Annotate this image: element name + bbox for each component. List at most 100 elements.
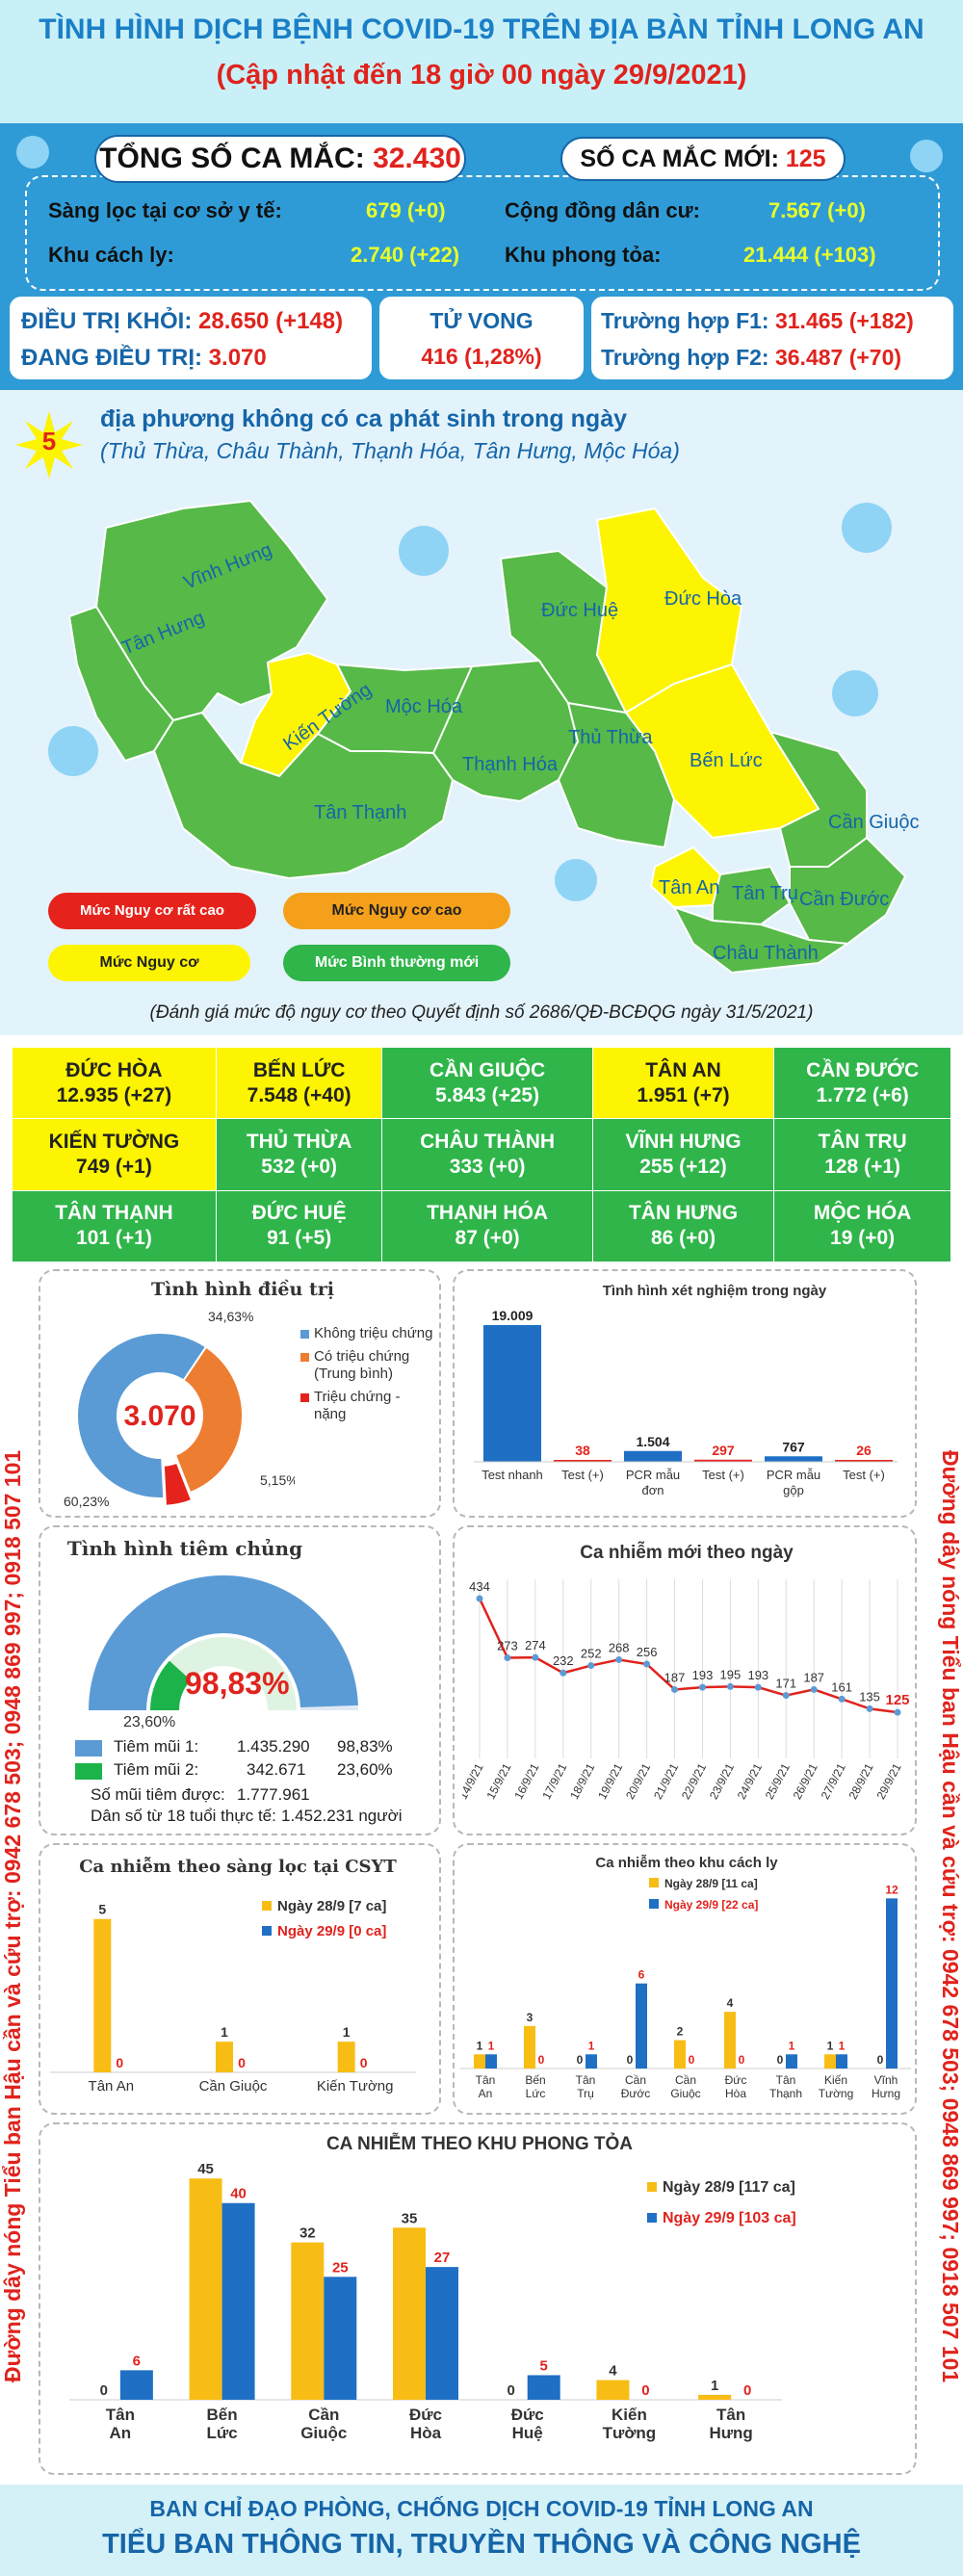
bar-value: 0	[116, 2055, 123, 2070]
donut-label: 34,63%	[208, 1309, 253, 1324]
bar-value: 1	[588, 2039, 595, 2052]
totals-box	[25, 175, 940, 291]
screening-panel: Ca nhiễm theo sàng lọc tại CSYT 5 0 Tân An…	[39, 1843, 441, 2115]
bar-value: 2	[677, 2025, 684, 2039]
summary-section: TỔNG SỐ CA MẮC: 32.430 SỐ CA MẮC MỚI: 12…	[0, 123, 963, 390]
bar-category-label: Bến	[207, 2406, 238, 2424]
legend-label: Ngày 28/9 [117 ca]	[663, 2179, 795, 2196]
bar-category-label: Trụ	[577, 2087, 594, 2100]
bar-category-label: Cần Giuộc	[199, 2078, 268, 2095]
district-name: ĐỨC HÒA	[65, 1058, 163, 1081]
district-name: KIẾN TƯỜNG	[48, 1130, 180, 1153]
donut-slice	[173, 1345, 244, 1495]
line-x-label: 21/9/21	[651, 1761, 681, 1802]
district-table: ĐỨC HÒA 12.935 (+27) BẾN LỨC 7.548 (+40) CẦN…	[12, 1046, 951, 1263]
bar	[216, 2042, 233, 2072]
footer-line2: TIỂU BAN THÔNG TIN, TRUYỀN THÔNG VÀ CÔNG…	[102, 2529, 861, 2560]
recovered-value: 28.650 (+148)	[198, 308, 344, 334]
bar-category-label: Hưng	[872, 2087, 900, 2100]
district-cell: TÂN TRỤ 128 (+1)	[773, 1118, 951, 1191]
bar-value: 6	[133, 2353, 141, 2369]
dose2-pct: 23,60%	[337, 1760, 393, 1779]
district-cell: THỦ THỪA 532 (+0)	[215, 1118, 383, 1191]
bar-category-label: Tân	[476, 2073, 496, 2087]
test-bar	[554, 1460, 612, 1462]
district-name: CẦN ĐƯỚC	[806, 1058, 920, 1081]
line-point	[698, 1683, 706, 1691]
district-count: 255 (+12)	[639, 1155, 727, 1178]
bar-value: 0	[508, 2382, 515, 2399]
line-x-label: 18/9/21	[567, 1761, 597, 1802]
district-cell: TÂN HƯNG 86 (+0)	[591, 1189, 775, 1263]
bar-category-label: Giuộc	[300, 2424, 347, 2442]
line-point	[866, 1704, 873, 1712]
bar-value: 0	[577, 2053, 584, 2067]
line-point	[560, 1669, 567, 1677]
district-name: CẦN GIUỘC	[429, 1058, 546, 1081]
bar-value: 6	[638, 1968, 645, 1982]
bar	[527, 2375, 560, 2400]
district-name: ĐỨC HUỆ	[251, 1202, 347, 1225]
district-count: 333 (+0)	[449, 1155, 526, 1178]
test-category-label: Test nhanh	[482, 1468, 543, 1482]
dose1-value: 1.435.290	[237, 1737, 310, 1756]
gauge-dose2-label: 23,60%	[123, 1714, 176, 1730]
f2-label: Trường hợp F2:	[601, 345, 769, 370]
test-bar-value: 26	[856, 1443, 872, 1458]
bar-category-label: An	[479, 2087, 493, 2100]
map-label-thu-thua: Thủ Thừa	[568, 727, 653, 748]
legend-label: Ngày 29/9 [0 ca]	[277, 1923, 386, 1939]
header: TÌNH HÌNH DỊCH BỆNH COVID-19 TRÊN ĐỊA BÀ…	[0, 0, 963, 123]
line-x-label: 23/9/21	[707, 1761, 737, 1802]
death-value: 416 (1,28%)	[421, 344, 542, 369]
treatment-legend: Không triệu chứng Có triệu chứng (Trung …	[300, 1325, 435, 1423]
screening-label: Sàng lọc tại cơ sở y tế:	[48, 198, 282, 222]
map-label-tan-tru: Tân Trụ	[732, 883, 798, 904]
bar	[474, 2054, 485, 2069]
district-count: 12.935 (+27)	[56, 1083, 172, 1106]
line-point	[532, 1653, 539, 1661]
line-point	[754, 1683, 762, 1691]
bar-value: 1	[343, 2024, 351, 2040]
dose2-label: Tiêm mũi 2:	[114, 1760, 199, 1779]
no-case-text: địa phương không có ca phát sinh trong n…	[100, 405, 627, 432]
bar	[291, 2242, 325, 2400]
district-name: MỘC HÓA	[813, 1202, 912, 1225]
gauge-dose2-arc	[150, 1660, 192, 1710]
table-row: KIẾN TƯỜNG 749 (+1) THỦ THỪA 532 (+0) CHÂU T…	[12, 1118, 951, 1191]
test-category-label: Test (+)	[843, 1468, 885, 1482]
community-label: Cộng đồng dân cư:	[505, 198, 700, 222]
contacts-box: Trường hợp F1: 31.465 (+182) Trường hợp …	[591, 297, 953, 379]
bar-value: 32	[299, 2225, 316, 2242]
vaccination-gauge	[89, 1575, 358, 1710]
treatment-donut-chart: 3.070 60,23% 34,63% 5,15%	[64, 1309, 295, 1509]
bar-category-label: Cần	[675, 2073, 696, 2087]
legend-swatch	[647, 2182, 657, 2192]
lockdown-value: 21.444 (+103)	[743, 243, 876, 267]
district-count: 87 (+0)	[455, 1227, 520, 1250]
bar-category-label: Tân An	[89, 2078, 135, 2095]
bar-category-label: Huệ	[512, 2424, 543, 2442]
district-count: 1.951 (+7)	[637, 1083, 730, 1106]
test-bar-value: 297	[712, 1443, 735, 1458]
bar	[824, 2054, 836, 2069]
legend-label: Ngày 28/9 [11 ca]	[664, 1877, 758, 1890]
line-x-label: 28/9/21	[846, 1761, 876, 1802]
bar-category-label: Tân	[776, 2073, 796, 2087]
no-case-count: 5	[41, 427, 57, 455]
district-name: TÂN THẠNH	[55, 1202, 173, 1225]
treating-value: 3.070	[208, 345, 267, 371]
f2-value: 36.487 (+70)	[774, 345, 902, 370]
line-point-label: 171	[775, 1677, 796, 1691]
bar-category-label: Thạnh	[769, 2087, 802, 2100]
bar-value: 0	[877, 2053, 884, 2067]
daily-line-chart: 434 14/9/21 273 15/9/21 274 16/9/21 232 17/9/21…	[462, 1579, 910, 1802]
line-x-label: 24/9/21	[735, 1761, 765, 1802]
legend-label: Ngày 29/9 [22 ca]	[664, 1898, 758, 1912]
bar-category-label: Lức	[206, 2424, 237, 2442]
bar	[836, 2054, 847, 2069]
bar-category-label: Vĩnh	[874, 2073, 898, 2087]
test-bar	[694, 1459, 752, 1462]
district-cell: CẦN GIUỘC 5.843 (+25)	[381, 1046, 593, 1120]
new-cases-value: 125	[785, 145, 826, 172]
